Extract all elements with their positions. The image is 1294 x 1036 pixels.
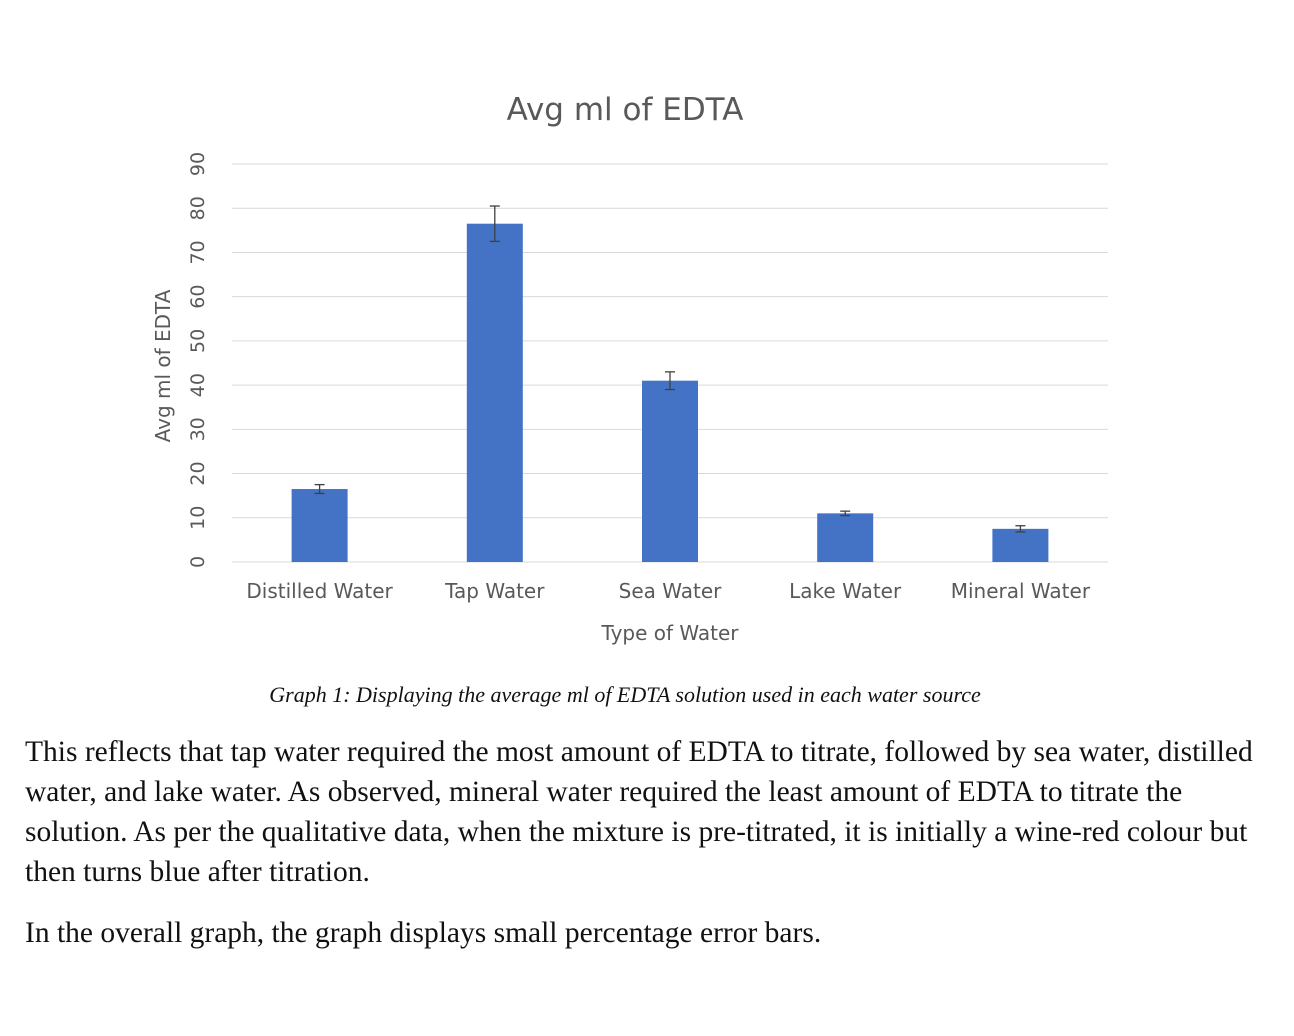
- bar: [642, 380, 698, 562]
- x-axis-title: Type of Water: [600, 621, 739, 645]
- bar: [466, 223, 523, 562]
- error-bars: [314, 205, 1026, 533]
- y-tick-label: 0: [187, 556, 209, 568]
- x-category-label: Distilled Water: [246, 579, 393, 603]
- bar: [291, 489, 348, 562]
- analysis-paragraph: This reflects that tap water required th…: [25, 736, 1253, 888]
- error-bar: [489, 205, 500, 243]
- error-bar: [840, 510, 851, 517]
- y-tick-label: 80: [187, 196, 209, 220]
- y-tick-label: 30: [187, 417, 209, 441]
- y-axis-ticks: 0 10 20 30 40 50 60 70 80 90: [187, 152, 209, 568]
- y-tick-label: 60: [187, 285, 209, 309]
- bar: [992, 528, 1049, 562]
- error-bar-note-paragraph: In the overall graph, the graph displays…: [25, 917, 822, 949]
- x-category-label: Tap Water: [444, 579, 545, 603]
- bar-chart: Avg ml of EDTA 0 10 20 30 40 50 60 70 80 90 Disti…: [151, 92, 1108, 645]
- x-category-label: Mineral Water: [951, 579, 1091, 603]
- y-axis-title: Avg ml of EDTA: [151, 289, 175, 442]
- error-bar: [1015, 525, 1026, 533]
- x-category-label: Lake Water: [789, 579, 902, 603]
- y-tick-label: 10: [187, 506, 209, 530]
- chart-title: Avg ml of EDTA: [507, 92, 744, 128]
- bar: [817, 513, 874, 562]
- x-category-label: Sea Water: [619, 579, 723, 603]
- error-bar: [314, 483, 325, 495]
- figure-caption: Graph 1: Displaying the average ml of ED…: [269, 682, 981, 707]
- y-tick-label: 50: [187, 329, 209, 353]
- bars: [291, 223, 1049, 562]
- y-tick-label: 70: [187, 240, 209, 264]
- y-tick-label: 90: [187, 152, 209, 176]
- error-bar: [665, 371, 675, 391]
- y-tick-label: 20: [187, 461, 209, 485]
- x-axis-categories: Distilled Water Tap Water Sea Water Lake Wa…: [246, 579, 1090, 603]
- y-tick-label: 40: [187, 373, 209, 397]
